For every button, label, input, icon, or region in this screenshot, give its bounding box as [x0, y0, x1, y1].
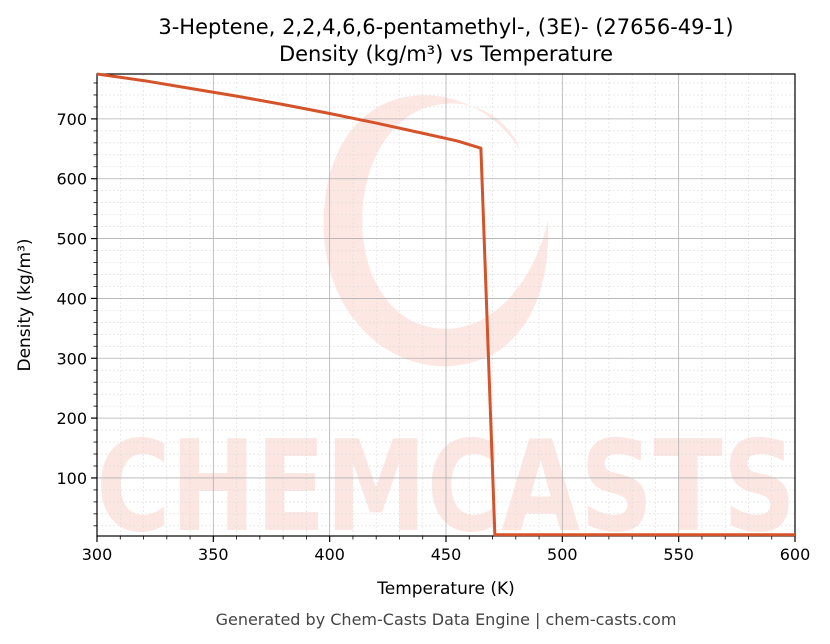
x-axis-label: Temperature (K)	[376, 579, 515, 599]
y-tick-label: 100	[56, 469, 87, 488]
x-tick-label: 300	[82, 545, 113, 564]
x-tick-label: 350	[198, 545, 229, 564]
x-axis-ticks: 300 350 400 450 500 550 600	[82, 536, 811, 564]
y-tick-label: 700	[56, 110, 87, 129]
y-tick-label: 600	[56, 170, 87, 189]
y-tick-label: 400	[56, 289, 87, 308]
x-tick-label: 400	[314, 545, 345, 564]
y-tick-label: 200	[56, 409, 87, 428]
footer-credit: Generated by Chem-Casts Data Engine | ch…	[216, 610, 677, 629]
y-axis-ticks: 100 200 300 400 500 600 700	[56, 82, 97, 527]
y-tick-label: 300	[56, 349, 87, 368]
major-grid	[97, 74, 795, 536]
density-series-line	[96, 72, 795, 537]
chart-title-line2: Density (kg/m³) vs Temperature	[279, 42, 613, 66]
chart-title-line1: 3-Heptene, 2,2,4,6,6-pentamethyl-, (3E)-…	[158, 15, 733, 39]
x-tick-label: 450	[431, 545, 462, 564]
y-tick-label: 500	[56, 230, 87, 249]
x-tick-label: 600	[780, 545, 811, 564]
x-tick-label: 500	[547, 545, 578, 564]
x-tick-label: 550	[663, 545, 694, 564]
y-axis-label: Density (kg/m³)	[15, 238, 35, 371]
